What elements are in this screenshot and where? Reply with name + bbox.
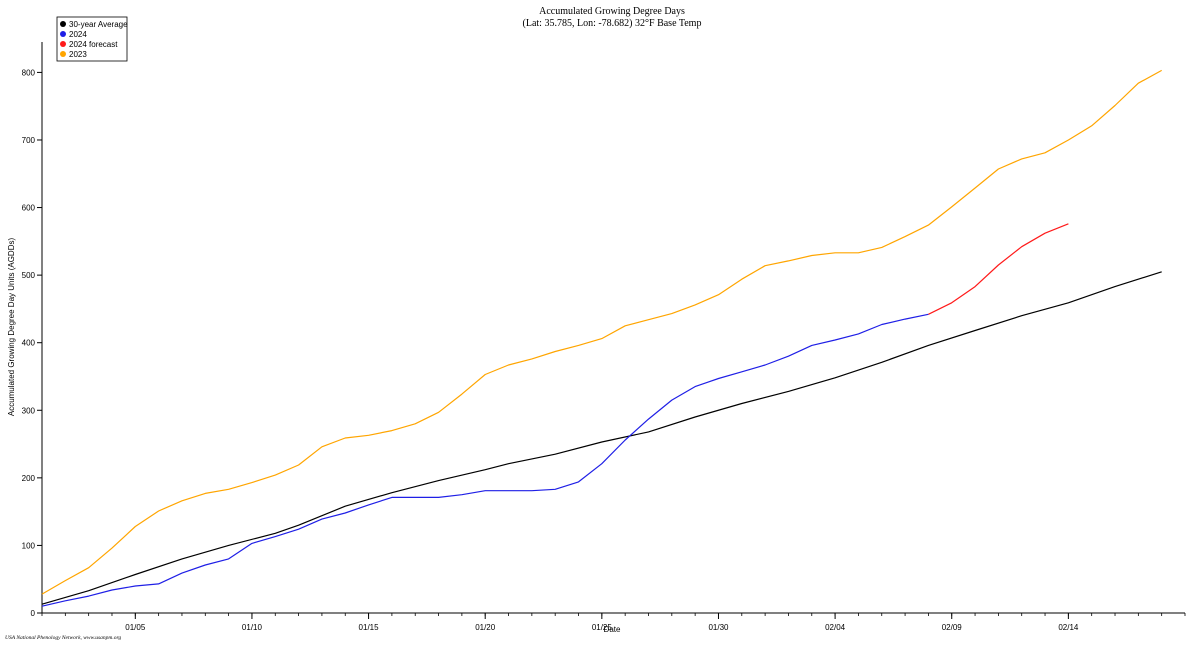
y-tick-label: 600 xyxy=(22,204,36,213)
y-axis: 0 100 200 300 400 500 600 700 800 xyxy=(22,42,43,618)
y-tick-label: 200 xyxy=(22,474,36,483)
y-tick-label: 0 xyxy=(31,609,36,618)
credit-text: USA National Phenology Network, www.usan… xyxy=(5,635,121,641)
x-tick-label: 01/30 xyxy=(708,623,729,632)
chart-title: Accumulated Growing Degree Days xyxy=(539,6,685,17)
series-line-2023 xyxy=(41,69,1162,595)
x-tick-label: 01/20 xyxy=(475,623,496,632)
series-layer xyxy=(41,69,1162,607)
y-tick-label: 500 xyxy=(22,271,36,280)
legend-label-2024: 2024 xyxy=(69,30,87,39)
x-tick-label: 02/04 xyxy=(825,623,846,632)
x-axis: 01/05 01/10 01/15 01/20 01/25 01/30 02/04 02/09… xyxy=(41,612,1186,632)
y-tick-label: 700 xyxy=(22,136,36,145)
legend-marker-2024 xyxy=(60,31,66,37)
series-line-2024-forecast xyxy=(928,223,1069,315)
legend-label-2023: 2023 xyxy=(69,50,87,59)
x-tick-label: 01/25 xyxy=(592,623,613,632)
x-tick-label: 02/09 xyxy=(942,623,963,632)
legend-marker-30-year-average xyxy=(60,21,66,27)
x-tick-label: 01/10 xyxy=(242,623,263,632)
x-tick-label: 02/14 xyxy=(1058,623,1079,632)
legend-label-30-year-average: 30-year Average xyxy=(69,20,128,29)
y-tick-label: 400 xyxy=(22,339,36,348)
x-tick-label: 01/15 xyxy=(359,623,380,632)
series-line-30-year-average xyxy=(41,271,1162,605)
x-axis-label: Date xyxy=(604,625,621,634)
y-tick-label: 100 xyxy=(22,541,36,550)
legend-marker-2023 xyxy=(60,51,66,57)
x-tick-label: 01/05 xyxy=(125,623,146,632)
y-axis-label: Accumulated Growing Degree Day Units (AG… xyxy=(7,238,16,417)
legend-box xyxy=(56,16,128,62)
y-tick-label: 800 xyxy=(22,68,36,77)
y-tick-label: 300 xyxy=(22,406,36,415)
series-line-2024 xyxy=(41,313,929,607)
legend-marker-2024-forecast xyxy=(60,41,66,47)
legend-label-2024-forecast: 2024 forecast xyxy=(69,40,118,49)
chart-subtitle: (Lat: 35.785, Lon: -78.682) 32°F Base Te… xyxy=(523,18,702,29)
